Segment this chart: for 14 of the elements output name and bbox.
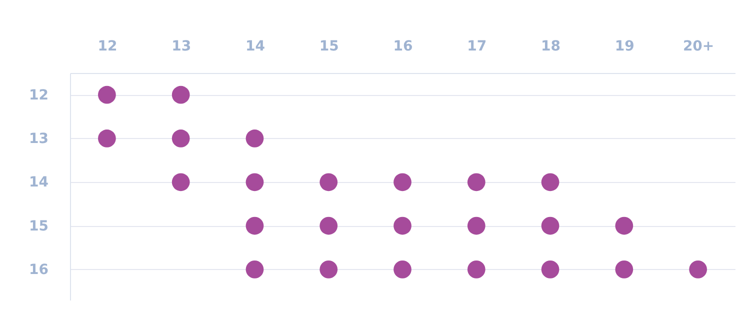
x-tick-label: 19 bbox=[614, 38, 634, 54]
x-tick-label: 12 bbox=[98, 38, 118, 54]
x-tick-label: 15 bbox=[319, 38, 339, 54]
y-tick-label: 14 bbox=[29, 174, 49, 191]
x-tick-label: 14 bbox=[245, 38, 266, 54]
y-tick-label: 13 bbox=[29, 130, 48, 147]
x-tick-label: 18 bbox=[541, 38, 561, 54]
x-tick-label: 16 bbox=[393, 38, 413, 54]
x-tick-label: 13 bbox=[172, 38, 192, 54]
y-tick-label: 15 bbox=[29, 218, 48, 234]
y-tick-label: 16 bbox=[29, 262, 48, 278]
x-tick-label: 17 bbox=[467, 38, 487, 54]
y-tick-label: 12 bbox=[29, 87, 48, 104]
x-tick-label: 20+ bbox=[682, 38, 714, 54]
